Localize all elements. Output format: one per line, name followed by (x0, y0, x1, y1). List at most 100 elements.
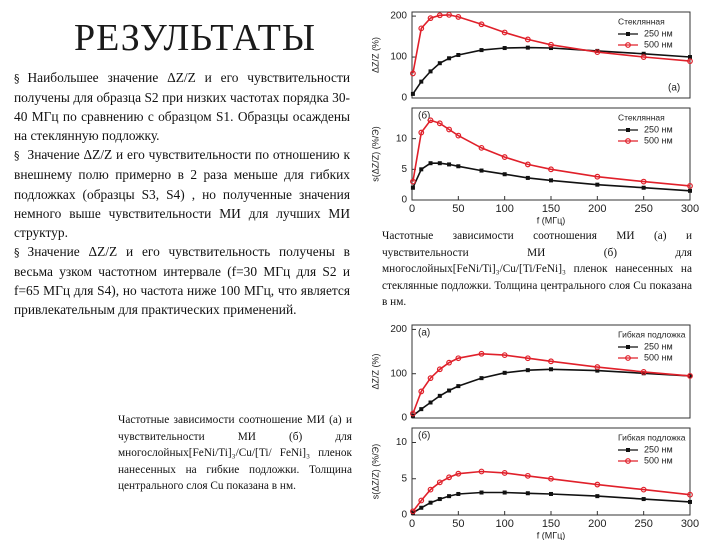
y-axis-label: ΔZ/Z (%) (370, 37, 380, 73)
data-point (549, 367, 553, 372)
data-point (447, 162, 452, 167)
bullet: § Значение ΔZ/Z и его чувствительности по… (14, 145, 350, 241)
bullet-list: § Наибольшее значение ΔZ/Z и его чувствит… (14, 68, 350, 319)
y-tick-label: 200 (390, 324, 407, 335)
series-line (412, 14, 691, 74)
data-point (687, 58, 693, 65)
data-point (479, 376, 484, 381)
data-point (501, 154, 508, 160)
data-point (595, 48, 600, 53)
series-line (412, 368, 691, 417)
caption: Частотные зависимости соотношения МИ (а)… (382, 230, 692, 308)
x-axis-label: f (МГц) (537, 215, 566, 225)
data-point (524, 36, 531, 43)
data-point (418, 25, 425, 32)
legend-label: 250 нм (644, 444, 673, 454)
x-tick-label: 0 (409, 203, 415, 215)
data-point (446, 126, 452, 133)
legend-marker (625, 458, 631, 464)
data-point (419, 167, 424, 172)
data-point (640, 178, 647, 185)
data-point (549, 178, 553, 183)
data-point (478, 144, 485, 151)
data-point (548, 41, 554, 48)
data-point (524, 355, 531, 362)
data-point (688, 188, 692, 193)
data-point (437, 161, 442, 166)
data-point (428, 69, 433, 74)
legend-marker (626, 345, 630, 349)
y-tick-label: 100 (390, 52, 407, 63)
bullet-text: Значение ΔZ/Z и его чувствительность пол… (14, 243, 350, 318)
data-point (419, 407, 424, 412)
data-point (455, 470, 462, 477)
data-point (502, 46, 507, 51)
panel-label: (а) (418, 328, 430, 339)
data-point (525, 368, 530, 373)
series-line (412, 119, 691, 187)
data-point (446, 11, 452, 18)
data-point (427, 375, 434, 382)
legend-marker (626, 128, 630, 132)
x-tick-label: 300 (681, 518, 699, 530)
data-point (548, 166, 554, 173)
x-tick-label: 0 (409, 518, 415, 530)
data-point (479, 168, 484, 173)
legend-title: Гибкая подложка (618, 432, 686, 442)
data-point (478, 21, 485, 28)
data-point (428, 400, 433, 405)
y-tick-label: 5 (401, 473, 407, 484)
x-tick-label: 200 (588, 203, 606, 215)
bullet-marker: § (14, 72, 20, 85)
data-point (479, 490, 484, 495)
y-tick-label: 0 (401, 195, 407, 206)
bullet: § Значение ΔZ/Z и его чувствительность по… (14, 242, 350, 319)
data-point (502, 490, 507, 495)
panel-label: (а) (668, 83, 680, 94)
legend-label: 250 нм (644, 341, 673, 351)
legend-label: 500 нм (644, 135, 673, 145)
bullet: § Наибольшее значение ΔZ/Z и его чувствит… (14, 68, 350, 145)
data-point (418, 129, 425, 136)
data-point (427, 15, 434, 22)
x-tick-label: 150 (542, 518, 560, 530)
series-line (412, 470, 691, 512)
data-point (447, 56, 452, 61)
data-point (502, 370, 507, 375)
data-point (410, 178, 416, 185)
data-point (501, 29, 508, 36)
series-line (412, 46, 691, 95)
data-point (595, 368, 600, 373)
data-point (436, 12, 443, 19)
data-point (687, 182, 693, 189)
legend-marker (625, 42, 631, 48)
data-point (455, 132, 462, 139)
panel-label: (б) (418, 110, 430, 122)
data-point (419, 505, 424, 510)
data-point (428, 161, 433, 166)
y-tick-label: 0 (401, 510, 407, 521)
data-point (548, 358, 554, 365)
legend-label: 500 нм (644, 455, 673, 465)
data-point (410, 508, 416, 515)
data-point (549, 46, 553, 51)
data-point (455, 355, 462, 362)
data-point (640, 54, 647, 60)
x-axis-label: f (МГц) (537, 530, 566, 540)
data-point (410, 185, 415, 190)
bullet-text: Значение ΔZ/Z и его чувствительности по … (14, 147, 350, 240)
data-point (641, 51, 646, 56)
data-point (427, 117, 434, 124)
data-point (478, 468, 485, 475)
bullet-text: Наибольшее значение ΔZ/Z и его чувствите… (14, 70, 350, 144)
data-point (447, 388, 452, 393)
data-point (549, 491, 553, 496)
legend-marker (625, 355, 631, 361)
data-point (688, 55, 692, 60)
data-point (436, 366, 443, 373)
data-point (525, 491, 530, 496)
data-point (428, 500, 433, 505)
data-point (410, 410, 416, 417)
